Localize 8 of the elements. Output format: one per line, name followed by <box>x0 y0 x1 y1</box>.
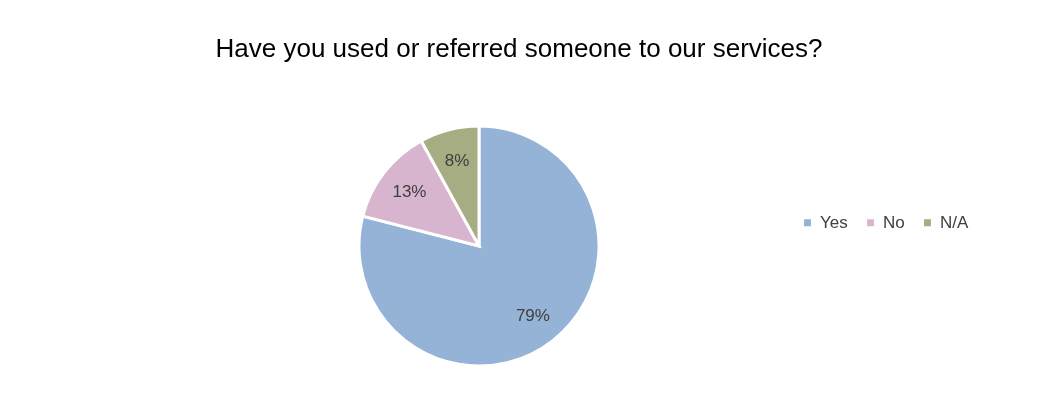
data-label: 13% <box>392 182 427 202</box>
legend-label: No <box>883 212 905 232</box>
pie-slice <box>357 124 601 368</box>
data-label: 8% <box>444 150 470 170</box>
data-label: 79% <box>515 305 550 325</box>
chart-title: Have you used or referred someone to our services? <box>215 33 823 63</box>
legend-label: Yes <box>820 212 848 232</box>
legend-label: N/A <box>940 212 969 232</box>
